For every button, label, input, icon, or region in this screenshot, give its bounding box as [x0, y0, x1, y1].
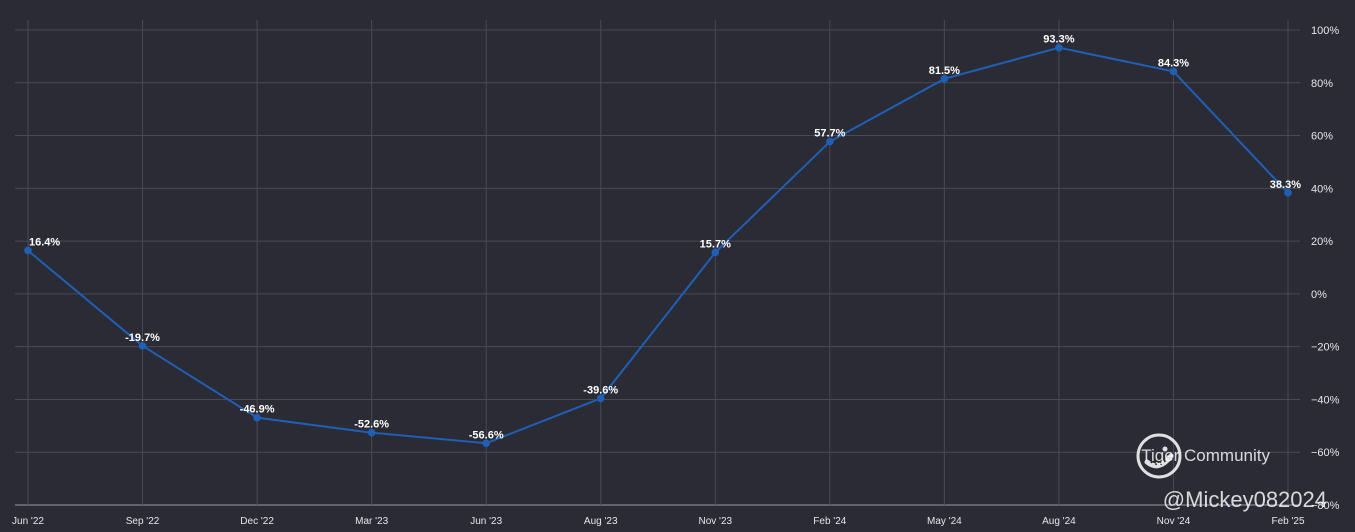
data-label: -39.6% — [583, 384, 618, 396]
data-label: -19.7% — [125, 332, 160, 344]
x-tick-label: May '24 — [927, 516, 962, 527]
x-tick-label: Dec '22 — [240, 516, 274, 527]
y-tick-label: 60% — [1311, 131, 1333, 143]
data-label: 81.5% — [929, 65, 960, 77]
y-tick-label: −40% — [1311, 394, 1340, 406]
y-tick-label: 40% — [1311, 183, 1333, 195]
data-label: 16.4% — [29, 237, 60, 249]
data-label: 57.7% — [814, 128, 845, 140]
data-label: 84.3% — [1158, 57, 1189, 69]
data-point — [253, 413, 261, 422]
data-point — [1169, 67, 1178, 76]
y-tick-label: 80% — [1311, 78, 1333, 90]
data-label: 15.7% — [700, 238, 731, 250]
series-line — [27, 46, 1289, 445]
data-label: -46.9% — [240, 404, 275, 416]
data-point — [1284, 189, 1292, 197]
data-label: -52.6% — [354, 419, 389, 431]
watermark-brand: Tiger Community — [1141, 446, 1270, 465]
x-tick-label: Mar '23 — [355, 516, 388, 527]
data-point — [138, 342, 147, 350]
y-tick-label: −60% — [1311, 447, 1340, 459]
x-tick-label: Nov '24 — [1157, 516, 1191, 527]
y-tick-label: 0% — [1311, 289, 1327, 301]
data-point — [596, 394, 605, 403]
y-tick-label: −80% — [1311, 500, 1340, 512]
x-axis-ticks: Jun '22 Sep '22 Dec '22 Mar '23 Jun '23 Aug '… — [12, 516, 1305, 527]
x-gridlines — [27, 20, 1289, 505]
y-tick-label: −20% — [1311, 342, 1340, 354]
x-tick-label: Jun '23 — [470, 516, 502, 527]
data-point — [1055, 43, 1063, 52]
data-labels: 16.4% -19.7% -46.9% -52.6% -56.6% -39.6% 15.7%… — [29, 34, 1301, 442]
x-tick-label: Aug '23 — [584, 516, 618, 527]
x-tick-label: Aug '24 — [1042, 516, 1076, 527]
x-tick-label: Feb '24 — [813, 516, 846, 527]
y-gridlines — [15, 29, 1300, 506]
x-tick-label: Sep '22 — [126, 516, 160, 527]
y-axis-ticks: 100% 80% 60% 40% 20% 0% −20% −40% −60% −80% — [1311, 25, 1340, 512]
x-tick-label: Feb '25 — [1271, 516, 1304, 527]
tiger-logo-icon — [1136, 433, 1182, 479]
x-tick-label: Nov '23 — [698, 516, 732, 527]
watermark-handle: @Mickey082024 — [1162, 487, 1327, 512]
data-point — [24, 246, 32, 255]
data-point — [482, 439, 490, 448]
data-label: 93.3% — [1043, 34, 1074, 46]
y-tick-label: 20% — [1311, 236, 1333, 248]
data-point — [711, 248, 720, 257]
x-tick-label: Jun '22 — [12, 516, 44, 527]
data-point — [940, 75, 949, 83]
y-tick-label: 100% — [1311, 25, 1339, 37]
data-point — [367, 428, 376, 437]
series-group — [24, 43, 1292, 448]
data-point — [826, 137, 834, 146]
data-label: -56.6% — [469, 429, 504, 441]
data-label: 38.3% — [1270, 179, 1301, 191]
